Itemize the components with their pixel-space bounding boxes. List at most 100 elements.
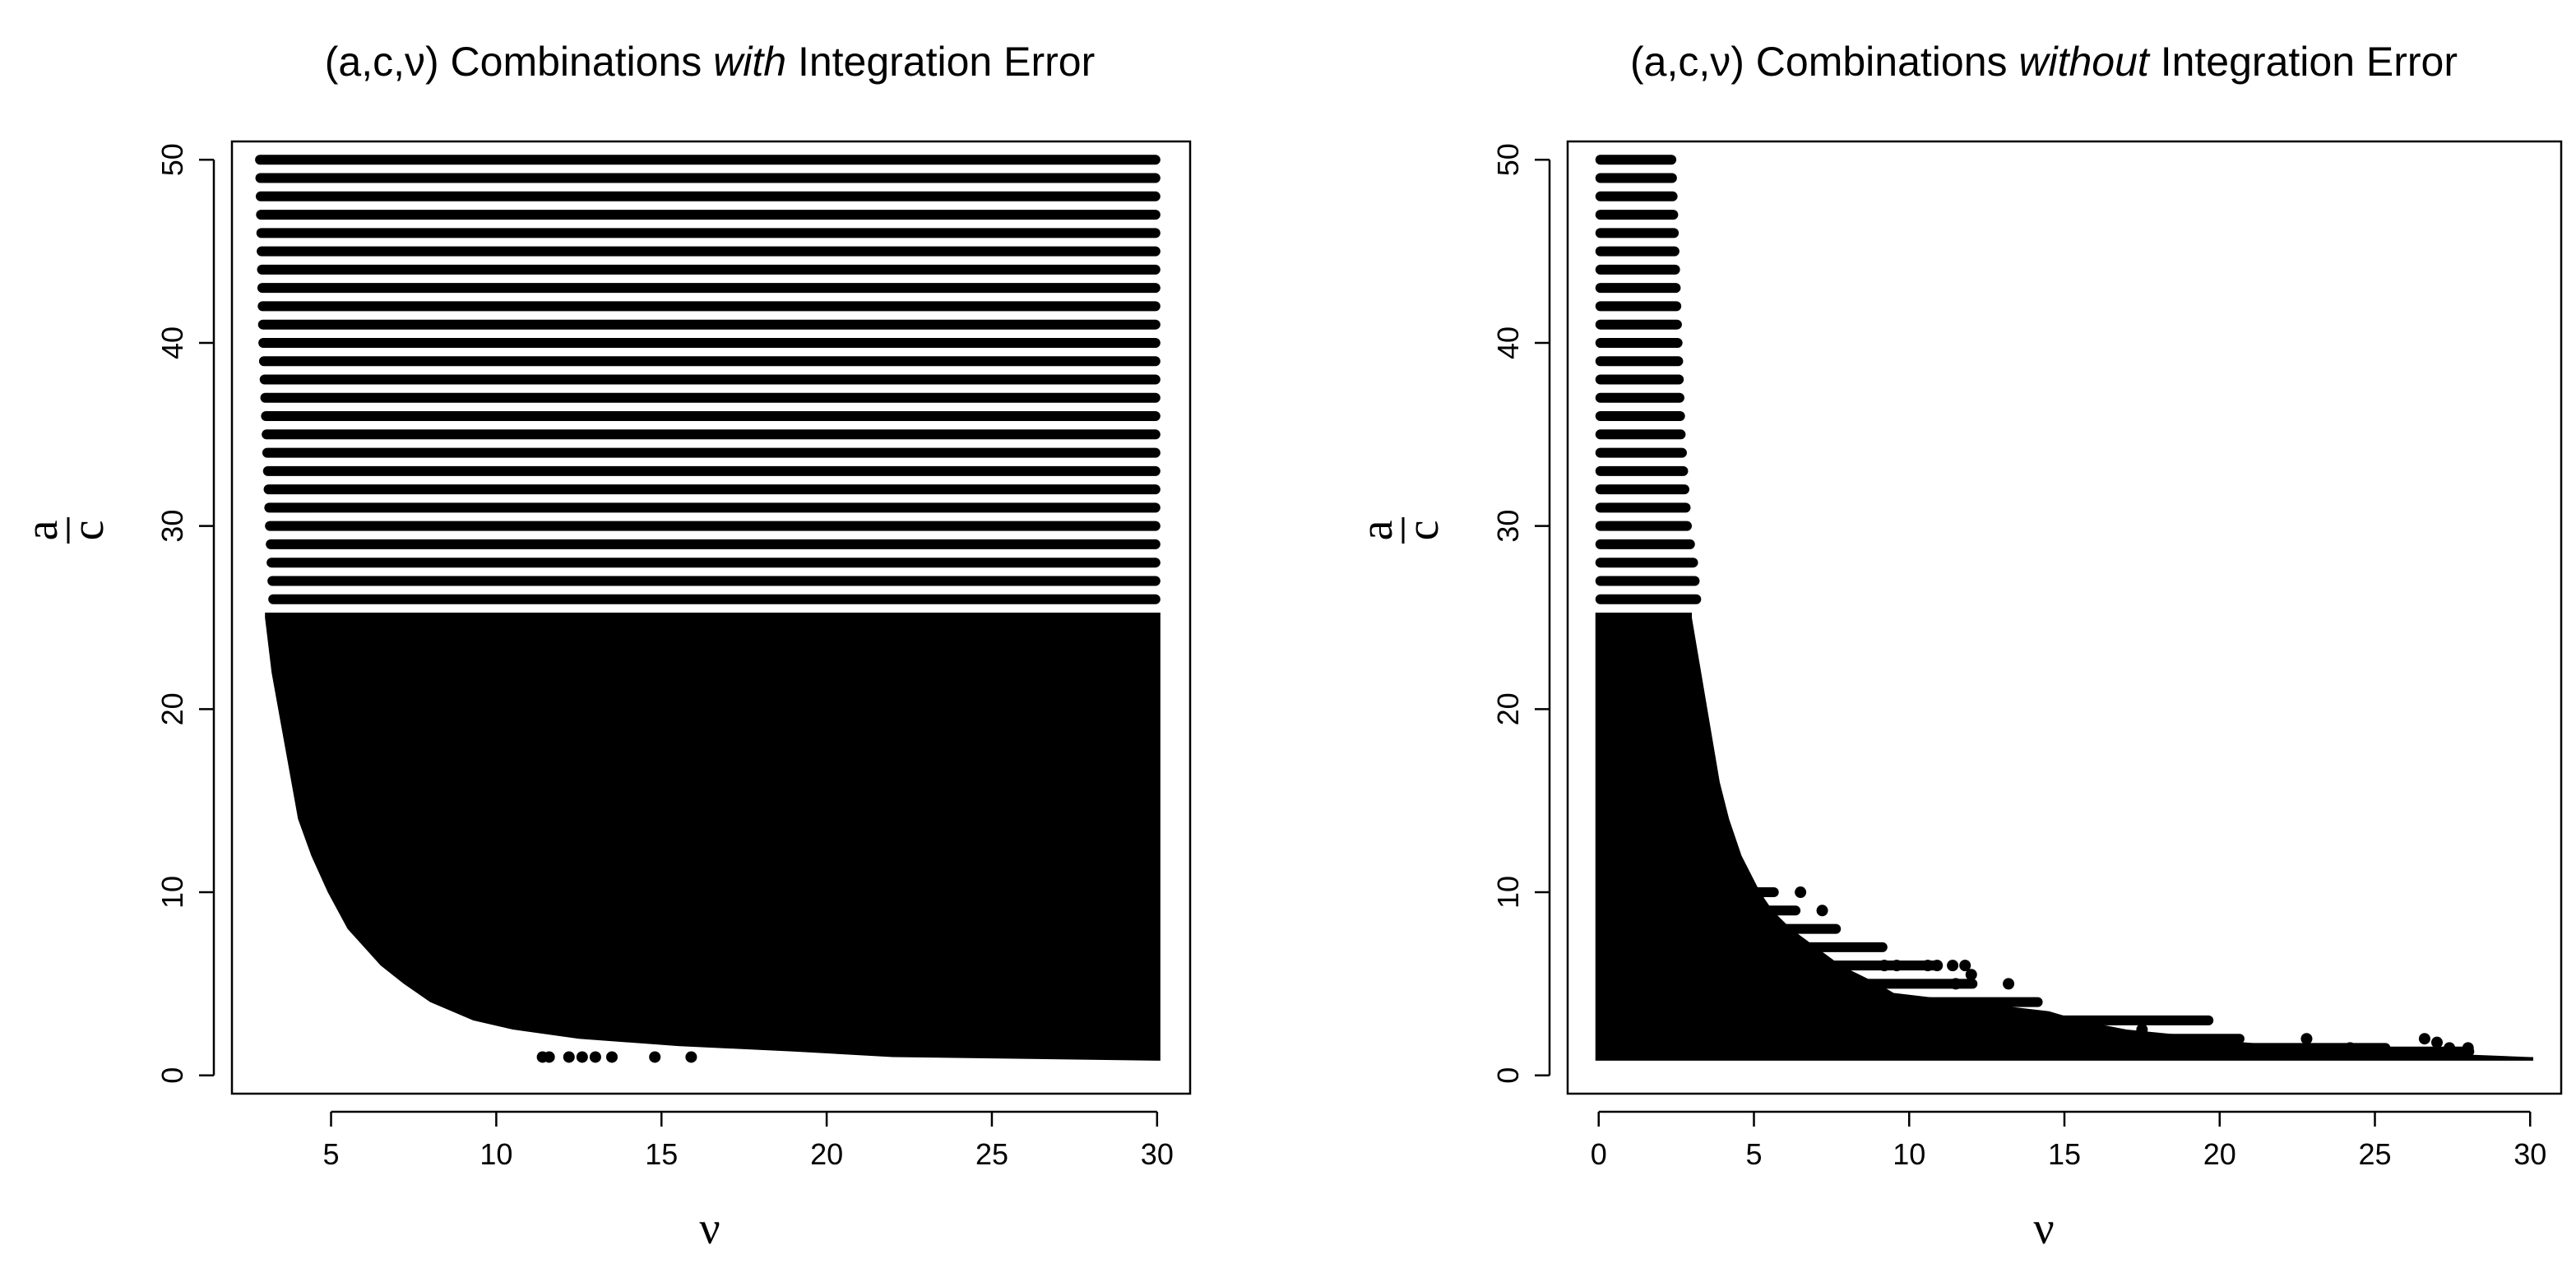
data-row (1598, 1015, 2214, 1025)
left-panel-y-axis-label: a c (16, 517, 114, 544)
data-row (1595, 465, 1689, 476)
data-row (257, 319, 1161, 330)
data-point (576, 1051, 588, 1063)
right-panel-y-label-denominator: c (1397, 521, 1448, 541)
data-point (2300, 1033, 2313, 1045)
data-row (264, 502, 1161, 513)
data-point (2344, 1042, 2356, 1054)
data-row (256, 210, 1161, 220)
right-panel-frame (1566, 140, 2563, 1095)
data-row (1595, 191, 1678, 201)
data-row (1595, 155, 1677, 165)
y-tick-label: 0 (1491, 1067, 1525, 1084)
right-panel-y-label-numerator: a (1351, 520, 1402, 540)
x-tick-label: 25 (2358, 1137, 2391, 1171)
data-row (1598, 960, 1940, 971)
y-tick-label: 40 (1491, 326, 1525, 359)
data-row (1595, 429, 1686, 440)
y-tick-label: 30 (155, 510, 189, 543)
data-point (543, 1051, 555, 1063)
x-tick-label: 10 (1893, 1137, 1925, 1171)
data-row (268, 594, 1161, 604)
data-row (1595, 319, 1682, 330)
data-row (1595, 392, 1684, 403)
right-panel-y-axis-label: a c (1351, 517, 1448, 544)
data-row (1595, 374, 1684, 385)
left-panel-x-axis: 5 10 15 20 25 30 (323, 1110, 1174, 1171)
x-tick-label: 20 (810, 1137, 843, 1171)
data-row (262, 465, 1161, 476)
data-point (685, 1051, 697, 1063)
data-row (257, 283, 1161, 294)
data-row (1598, 1034, 2245, 1044)
data-point (2003, 978, 2015, 990)
data-row (1598, 905, 1801, 916)
data-row (267, 576, 1161, 586)
data-row (1598, 923, 1842, 934)
data-row (1595, 521, 1692, 531)
data-row (1595, 173, 1677, 183)
y-tick-label: 50 (155, 143, 189, 176)
y-tick-label: 40 (155, 326, 189, 359)
data-row (1595, 356, 1684, 367)
left-panel-y-label-denominator: c (63, 521, 114, 541)
right-panel-points (1595, 155, 2534, 1061)
right-panel-x-axis-label: ν (2033, 1203, 2054, 1254)
data-row (259, 374, 1161, 385)
data-row (1595, 539, 1695, 549)
y-tick-label: 10 (155, 876, 189, 909)
data-point (1816, 905, 1828, 917)
left-panel-y-axis: 0 10 20 30 40 50 (155, 143, 215, 1084)
left-panel-title: (a,c,ν) Combinations with Integration Er… (325, 39, 1095, 85)
data-row (1595, 228, 1679, 238)
y-tick-label: 50 (1491, 143, 1525, 176)
data-row (1595, 576, 1700, 586)
left-panel-points (255, 155, 1161, 1063)
data-row (262, 447, 1161, 458)
data-row (262, 429, 1161, 440)
y-tick-label: 30 (1491, 510, 1525, 543)
x-tick-label: 30 (2513, 1137, 2546, 1171)
data-row (257, 246, 1161, 257)
data-row (261, 411, 1161, 422)
data-point (563, 1051, 575, 1063)
data-row (1595, 210, 1679, 220)
data-row (256, 228, 1161, 238)
right-panel-y-axis: 0 10 20 30 40 50 (1491, 143, 1551, 1084)
data-point (1959, 960, 1971, 972)
data-row (1598, 1046, 2475, 1057)
data-row (263, 484, 1161, 495)
data-row (257, 301, 1161, 312)
data-row (1595, 301, 1682, 312)
data-row (255, 191, 1161, 201)
data-point (649, 1051, 661, 1063)
data-point (589, 1051, 601, 1063)
data-row (1595, 411, 1685, 422)
data-point (1879, 960, 1891, 972)
x-tick-label: 30 (1141, 1137, 1174, 1171)
data-row (258, 337, 1161, 348)
x-tick-label: 5 (323, 1137, 340, 1171)
x-tick-label: 5 (1745, 1137, 1762, 1171)
data-row (1595, 484, 1689, 495)
y-tick-label: 20 (155, 692, 189, 725)
data-point (2099, 1029, 2111, 1041)
x-tick-label: 10 (480, 1137, 512, 1171)
x-tick-label: 0 (1591, 1137, 1607, 1171)
x-tick-label: 15 (645, 1137, 678, 1171)
data-row (266, 558, 1161, 568)
data-point (1947, 960, 1959, 972)
left-panel-y-label-numerator: a (16, 520, 67, 540)
data-point (2462, 1042, 2474, 1054)
x-tick-label: 20 (2203, 1137, 2236, 1171)
left-panel-x-axis-label: ν (699, 1203, 720, 1254)
x-tick-label: 15 (2048, 1137, 2081, 1171)
data-row (266, 539, 1161, 549)
data-row (1598, 887, 1779, 898)
data-point (2444, 1042, 2456, 1054)
data-point (1921, 960, 1934, 972)
x-tick-label: 25 (975, 1137, 1008, 1171)
data-row (1595, 594, 1702, 604)
data-point (1965, 969, 1977, 981)
